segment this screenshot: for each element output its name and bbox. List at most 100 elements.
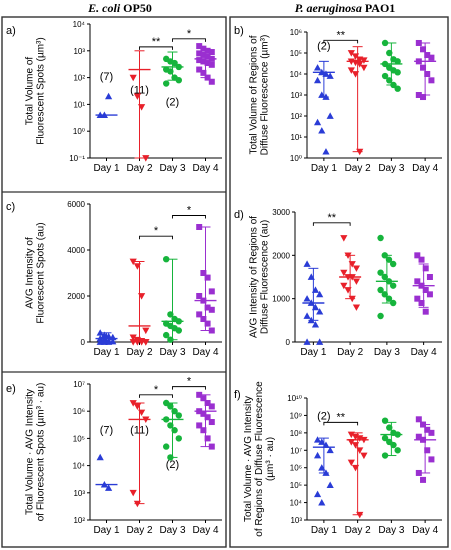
y-tick-label: 3000 xyxy=(272,208,290,217)
x-tick-label: Day 4 xyxy=(412,163,439,174)
series-e-day1 xyxy=(95,453,118,491)
data-point xyxy=(313,436,322,443)
series-d-day2 xyxy=(339,235,362,311)
data-point xyxy=(415,92,422,98)
data-point xyxy=(129,400,137,407)
significance-bracket xyxy=(323,421,359,426)
significance-bracket xyxy=(139,394,173,398)
data-point xyxy=(200,395,207,402)
data-point xyxy=(340,235,348,242)
y-tick-label: 2000 xyxy=(67,292,85,301)
data-point xyxy=(200,316,207,322)
data-point xyxy=(415,39,422,46)
significance-bracket xyxy=(172,386,206,390)
significance-label: ** xyxy=(336,411,345,423)
data-point xyxy=(420,421,427,428)
count-annotation: (2) xyxy=(166,97,179,109)
data-point xyxy=(313,76,322,84)
y-tick-label: 10⁸ xyxy=(290,429,302,438)
panel-label-b: b) xyxy=(234,25,244,37)
data-point xyxy=(208,443,215,450)
series-d-day4 xyxy=(412,252,435,315)
data-point xyxy=(394,58,401,65)
data-point xyxy=(129,258,137,266)
data-point xyxy=(344,287,352,294)
column-title-left: E. coli OP50 xyxy=(87,1,152,15)
data-point xyxy=(129,334,137,341)
x-tick-label: Day 4 xyxy=(192,163,219,174)
data-point xyxy=(100,331,108,338)
data-point xyxy=(204,320,211,327)
x-tick-label: Day 1 xyxy=(300,347,327,358)
data-point xyxy=(381,273,388,281)
data-point xyxy=(200,58,207,65)
significance-label: ** xyxy=(327,212,336,224)
significance-bracket xyxy=(172,215,206,219)
y-axis-label-line: AVG Intensity of Regions of xyxy=(249,216,260,338)
data-point xyxy=(208,403,215,410)
data-point xyxy=(394,85,401,92)
y-axis-label-c: AVG Intensity ofFluorescent Spots (au) xyxy=(25,222,47,323)
x-tick-label: Day 3 xyxy=(378,163,405,174)
y-tick-label: 10⁵ xyxy=(73,434,85,443)
count-annotation: (2) xyxy=(317,40,330,52)
data-point xyxy=(133,500,141,508)
series-f-day1 xyxy=(312,436,335,506)
data-point xyxy=(167,422,174,429)
y-tick-label: 10⁴ xyxy=(290,499,303,508)
x-tick-label: Day 3 xyxy=(159,163,186,174)
data-point xyxy=(422,287,429,293)
data-point xyxy=(389,260,397,268)
data-point xyxy=(167,68,174,75)
data-point xyxy=(318,498,326,506)
data-point xyxy=(204,304,211,311)
data-point xyxy=(208,61,215,68)
data-point xyxy=(326,72,334,79)
data-point xyxy=(351,442,360,449)
data-point xyxy=(138,293,146,300)
data-point xyxy=(200,51,207,58)
data-point xyxy=(313,451,322,459)
x-tick-label: Day 4 xyxy=(192,347,219,358)
data-point xyxy=(377,286,384,294)
count-annotation: (2) xyxy=(317,410,330,422)
data-point xyxy=(377,312,384,320)
x-tick-label: Day 3 xyxy=(378,525,405,536)
data-point xyxy=(196,293,203,299)
data-point xyxy=(348,261,356,268)
y-tick-label: 10⁶ xyxy=(290,28,302,37)
data-point xyxy=(426,291,433,298)
panel-f: f)Total Volume · AVG Intensityof Regions… xyxy=(234,381,442,537)
y-tick-label: 10² xyxy=(73,74,85,83)
panel-c: c) AVG Intensity ofFluorescent Spots (au)… xyxy=(6,200,222,358)
data-point xyxy=(347,67,355,74)
data-point xyxy=(322,148,330,155)
data-point xyxy=(105,332,113,340)
y-tick-label: 2000 xyxy=(272,251,290,260)
data-point xyxy=(424,71,431,77)
data-point xyxy=(415,469,422,476)
data-point xyxy=(414,278,421,285)
data-point xyxy=(344,252,352,259)
data-point xyxy=(196,422,203,429)
data-point xyxy=(129,489,137,497)
data-point xyxy=(208,419,215,426)
data-point xyxy=(381,434,389,442)
series-c-day1 xyxy=(95,329,118,345)
panel-label-f: f) xyxy=(234,389,241,401)
series-f-day2 xyxy=(346,431,369,519)
data-point xyxy=(381,72,389,80)
data-point xyxy=(347,439,355,446)
data-point xyxy=(196,50,203,57)
data-point xyxy=(428,456,435,463)
series-a-day2 xyxy=(128,50,151,162)
series-b-day3 xyxy=(380,39,403,92)
panel-label-a: a) xyxy=(6,25,16,37)
data-point xyxy=(208,306,215,313)
x-tick-label: Day 4 xyxy=(412,525,439,536)
data-point xyxy=(204,74,211,81)
data-point xyxy=(422,308,429,315)
x-tick-label: Day 2 xyxy=(126,525,153,536)
data-point xyxy=(204,274,211,281)
